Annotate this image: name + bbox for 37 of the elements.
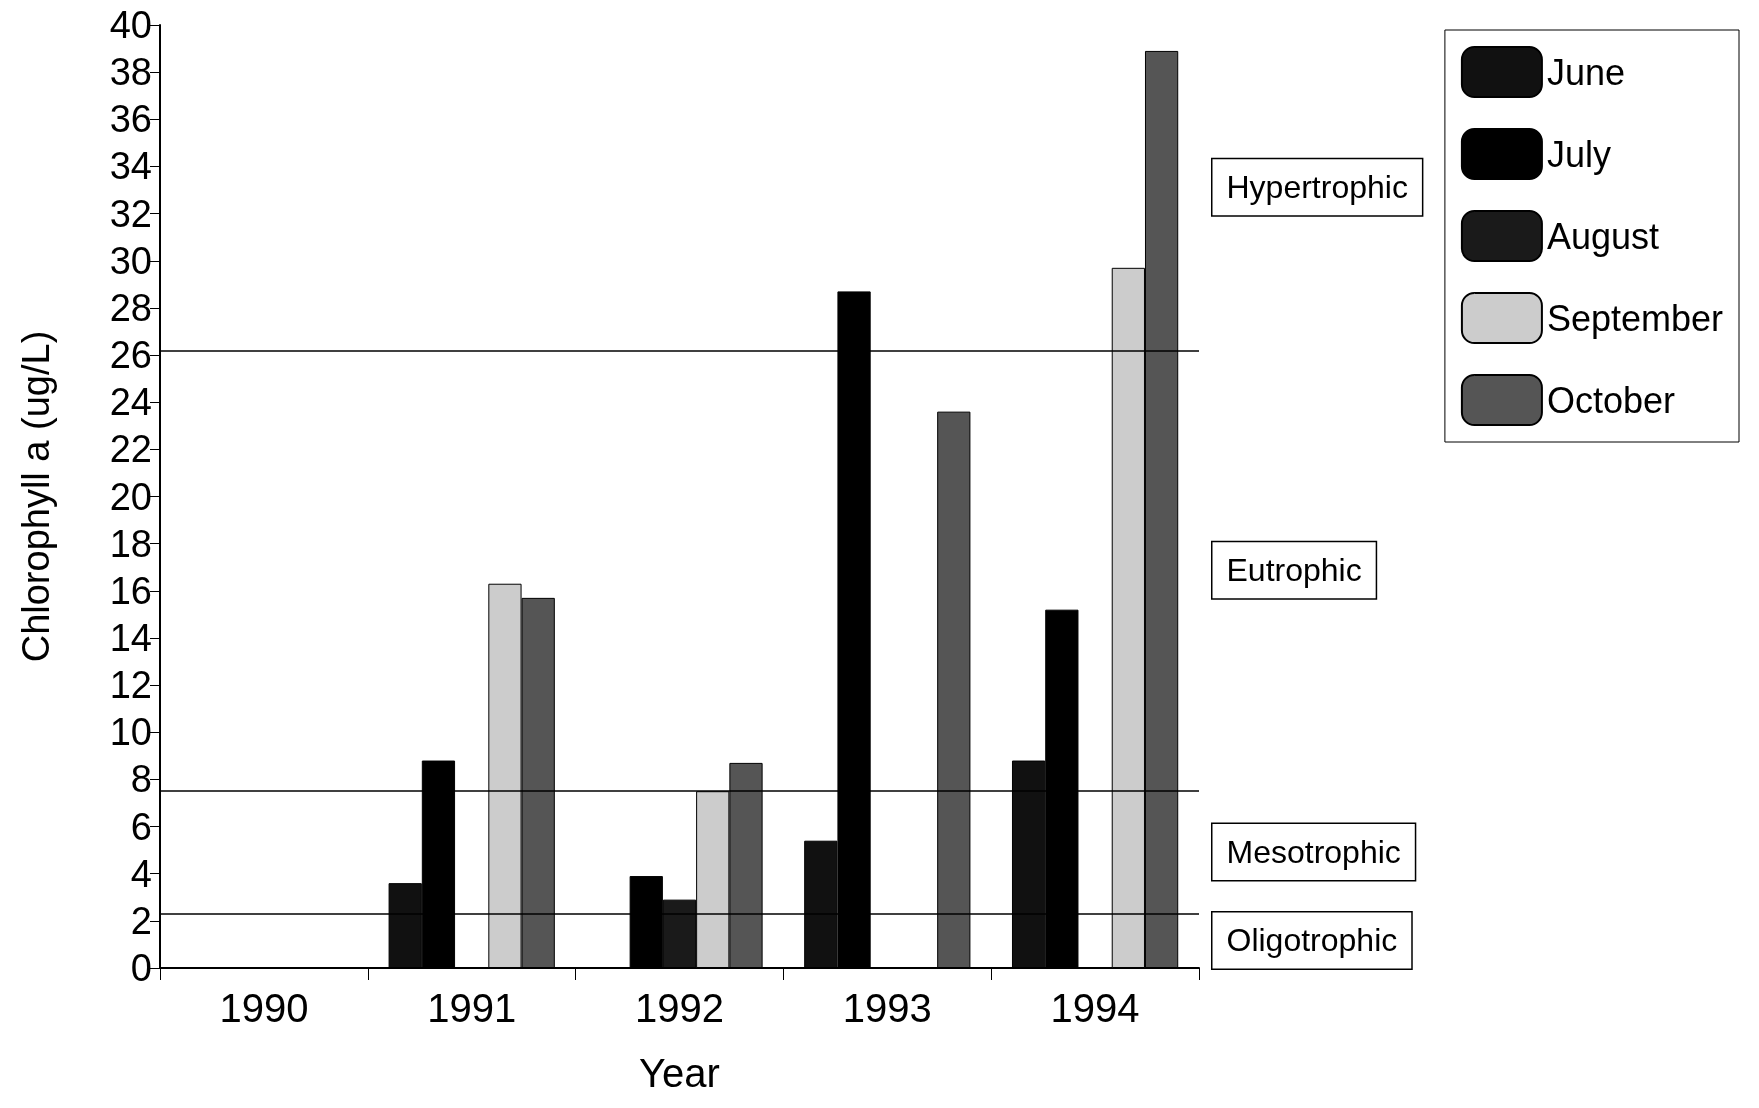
y-tick-label: 40 [109, 4, 152, 46]
y-tick-label: 38 [109, 51, 152, 94]
y-tick-label: 22 [109, 428, 152, 471]
x-tick-label: 1990 [219, 986, 309, 1030]
legend-label: October [1546, 379, 1675, 421]
y-tick-label: 34 [109, 145, 152, 188]
y-tick-label: 24 [109, 381, 152, 424]
y-tick-label: 18 [109, 522, 152, 565]
y-tick-label: 8 [130, 758, 152, 801]
legend-label: September [1546, 297, 1724, 339]
text: Oligotrophic [1226, 922, 1398, 959]
y-tick-label: 26 [109, 334, 152, 377]
text: Eutrophic [1226, 552, 1362, 589]
x-axis-title: Year [639, 1051, 720, 1095]
legend-label: July [1546, 133, 1611, 175]
y-tick-label: 36 [109, 98, 152, 141]
y-tick-label: 4 [130, 852, 152, 895]
y-tick-label: 20 [109, 475, 152, 518]
legend-label: August [1546, 215, 1659, 257]
y-tick-label: 28 [109, 286, 152, 329]
x-tick-label: 1993 [842, 986, 932, 1030]
y-tick-label: 32 [109, 192, 152, 235]
y-tick-label: 6 [130, 805, 152, 848]
y-tick-label: 16 [109, 569, 152, 612]
x-tick-label: 1994 [1050, 986, 1140, 1030]
y-tick-label: 2 [130, 899, 152, 942]
x-tick-label: 1991 [427, 986, 517, 1030]
x-tick-label: 1992 [635, 986, 724, 1030]
y-tick-label: 10 [109, 711, 152, 754]
text: Mesotrophic [1226, 833, 1401, 870]
y-tick-label: 12 [109, 664, 152, 707]
text: Hypertrophic [1226, 169, 1408, 206]
y-axis-title: Chlorophyll a (ug/L) [15, 330, 57, 663]
legend-label: June [1546, 51, 1625, 93]
y-tick-label: 30 [109, 239, 152, 282]
y-tick-label: 14 [109, 616, 152, 659]
y-tick-label: 0 [130, 947, 152, 989]
